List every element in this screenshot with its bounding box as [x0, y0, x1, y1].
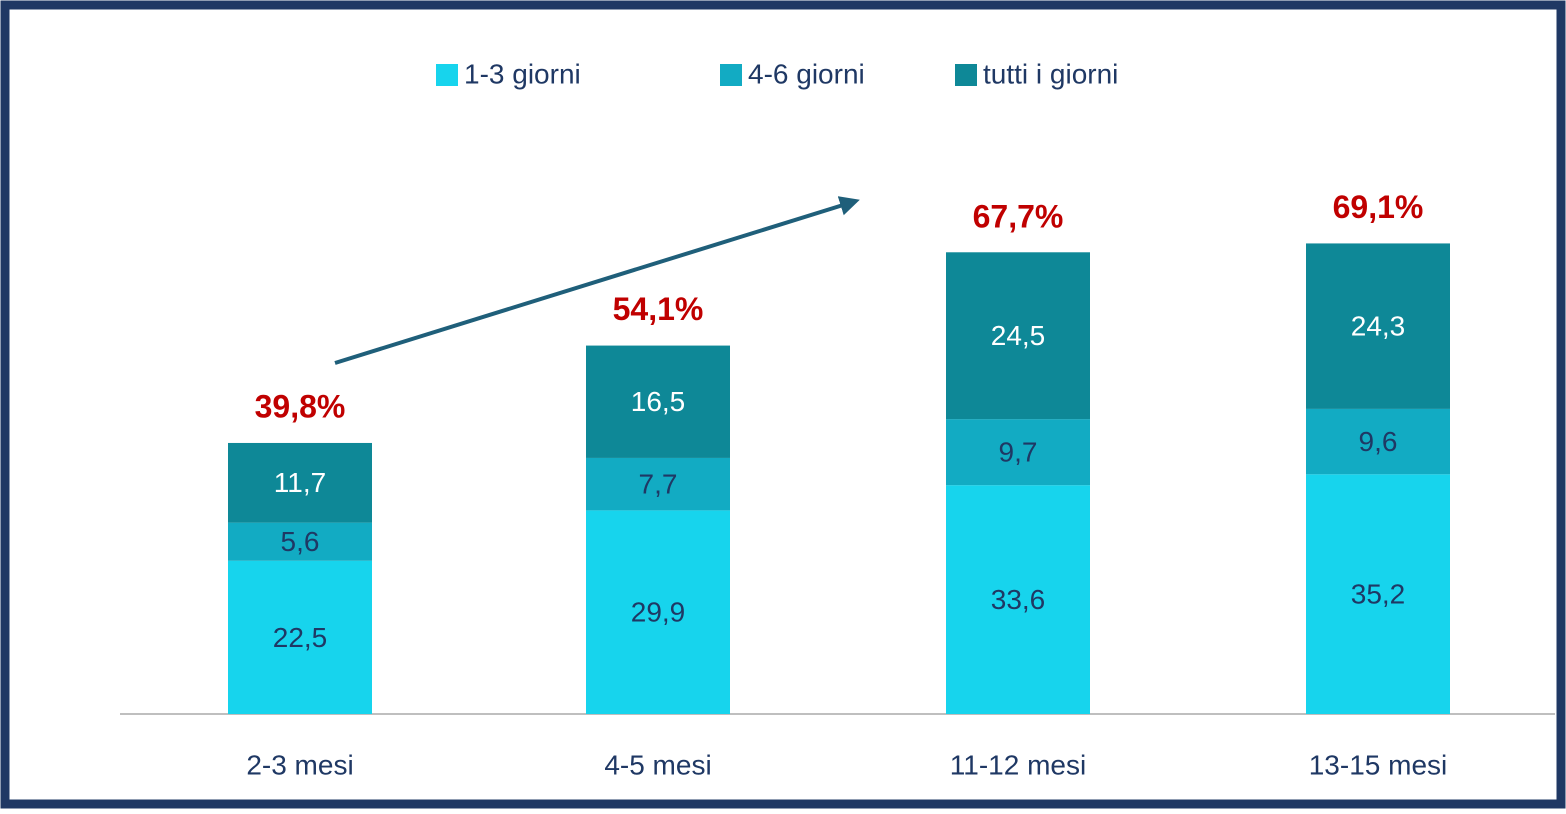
bar-segment	[586, 345, 730, 458]
value-label: 11,7	[274, 467, 326, 498]
bar-segment	[946, 419, 1090, 486]
value-label: 9,7	[999, 437, 1038, 468]
bar-segment	[228, 522, 372, 561]
value-label: 16,5	[631, 386, 686, 417]
legend-swatch	[955, 64, 977, 86]
value-label: 9,6	[1359, 426, 1398, 457]
value-label: 7,7	[639, 469, 678, 500]
x-tick-label: 11-12 mesi	[950, 749, 1086, 780]
legend-label: 4-6 giorni	[748, 58, 865, 89]
bar-segment	[946, 485, 1090, 714]
legend-label: 1-3 giorni	[464, 58, 581, 89]
bar-segment	[946, 252, 1090, 420]
legend-swatch	[720, 64, 742, 86]
bar-segment	[586, 457, 730, 511]
bar-segment	[1306, 474, 1450, 714]
value-label: 5,6	[281, 526, 320, 557]
x-tick-label: 2-3 mesi	[246, 749, 353, 780]
total-label: 54,1%	[613, 291, 704, 327]
trend-arrow	[334, 196, 860, 365]
bar-segment	[1306, 243, 1450, 409]
value-label: 24,3	[1351, 311, 1406, 342]
value-label: 35,2	[1351, 579, 1406, 610]
total-label: 67,7%	[973, 198, 1064, 234]
value-label: 29,9	[631, 597, 686, 628]
x-tick-label: 13-15 mesi	[1309, 749, 1448, 780]
legend-label: tutti i giorni	[983, 58, 1118, 89]
total-label: 39,8%	[255, 388, 346, 424]
total-label: 69,1%	[1333, 189, 1424, 225]
bar-segment	[228, 560, 372, 714]
value-label: 22,5	[273, 622, 328, 653]
bar-segment	[228, 442, 372, 523]
bar-segment	[1306, 408, 1450, 475]
x-tick-label: 4-5 mesi	[604, 749, 711, 780]
legend-swatch	[436, 64, 458, 86]
bar-segment	[586, 510, 730, 714]
value-label: 33,6	[991, 584, 1046, 615]
value-label: 24,5	[991, 320, 1046, 351]
